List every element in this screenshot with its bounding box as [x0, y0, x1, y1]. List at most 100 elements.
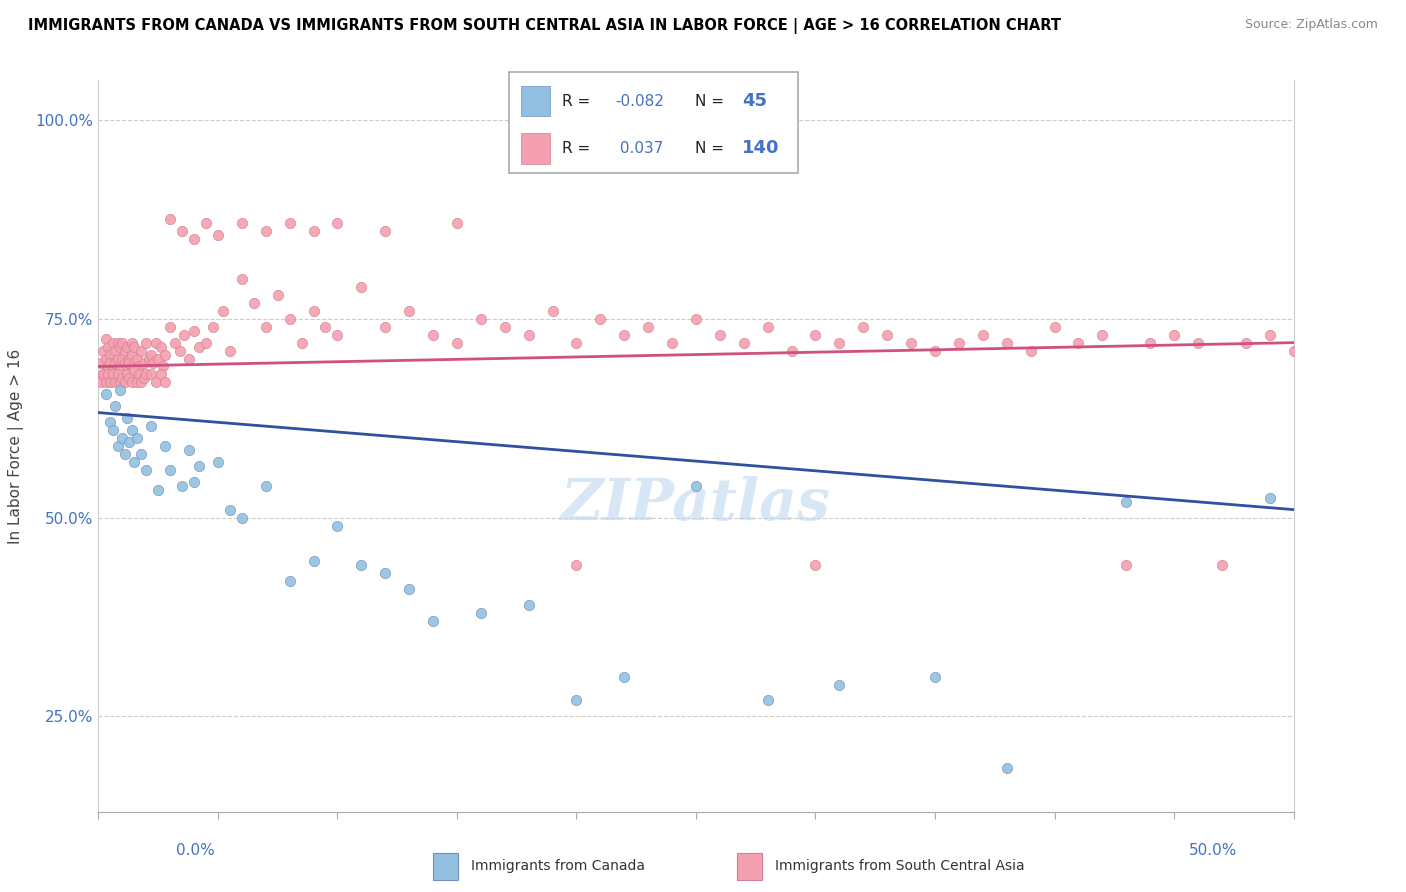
Point [159, 319, 181, 334]
Point [98, 355, 122, 369]
Point [179, 442, 201, 457]
Text: IMMIGRANTS FROM CANADA VS IMMIGRANTS FROM SOUTH CENTRAL ASIA IN LABOR FORCE | AG: IMMIGRANTS FROM CANADA VS IMMIGRANTS FRO… [28, 18, 1062, 34]
FancyBboxPatch shape [520, 86, 550, 117]
Point [267, 288, 290, 302]
Point [124, 355, 146, 369]
FancyBboxPatch shape [737, 853, 762, 880]
Point [948, 335, 970, 350]
Point [114, 447, 136, 461]
Point [115, 340, 138, 354]
Point [107, 351, 129, 366]
Point [254, 479, 277, 493]
Point [139, 368, 162, 382]
Text: -0.082: -0.082 [616, 94, 664, 109]
Point [121, 335, 143, 350]
Point [446, 216, 468, 230]
Point [124, 455, 146, 469]
Point [231, 272, 253, 286]
Point [135, 335, 157, 350]
Text: R =: R = [562, 94, 591, 109]
Point [91, 343, 114, 358]
Point [104, 343, 127, 358]
Point [231, 510, 253, 524]
Point [125, 351, 148, 366]
Point [517, 327, 540, 342]
Point [108, 376, 131, 390]
Point [145, 335, 167, 350]
Point [163, 335, 186, 350]
Point [91, 368, 114, 382]
Point [398, 303, 420, 318]
Point [195, 216, 218, 230]
Text: ZIPatlas: ZIPatlas [561, 476, 831, 533]
Point [125, 376, 148, 390]
Point [101, 423, 124, 437]
Point [131, 376, 153, 390]
Point [446, 335, 468, 350]
Point [350, 280, 373, 294]
Point [756, 693, 779, 707]
Point [94, 376, 117, 390]
Point [155, 348, 177, 362]
Point [98, 415, 122, 429]
Point [159, 463, 181, 477]
Point [135, 463, 157, 477]
Point [494, 319, 516, 334]
Point [94, 332, 117, 346]
Point [422, 327, 444, 342]
Point [101, 363, 124, 377]
Point [138, 351, 160, 366]
Point [852, 319, 875, 334]
Point [350, 558, 373, 573]
Point [1163, 327, 1185, 342]
Point [124, 340, 146, 354]
Point [541, 303, 564, 318]
Point [145, 376, 167, 390]
Point [1115, 494, 1137, 508]
Point [1091, 327, 1114, 342]
Point [187, 458, 209, 473]
Point [291, 335, 314, 350]
Point [118, 351, 141, 366]
Point [828, 677, 851, 691]
Point [97, 368, 120, 382]
Point [1258, 491, 1281, 505]
Point [202, 319, 225, 334]
Text: 50.0%: 50.0% [1189, 843, 1237, 858]
Point [374, 566, 396, 581]
Point [1282, 343, 1305, 358]
Point [172, 479, 194, 493]
Point [128, 368, 150, 382]
Point [108, 359, 131, 374]
Point [131, 447, 153, 461]
FancyBboxPatch shape [509, 72, 799, 173]
Point [94, 351, 117, 366]
Point [111, 335, 134, 350]
Point [900, 335, 922, 350]
Point [924, 669, 946, 683]
Point [326, 518, 349, 533]
Point [132, 355, 155, 369]
Text: 140: 140 [742, 139, 780, 157]
Text: Immigrants from Canada: Immigrants from Canada [471, 859, 645, 873]
Point [565, 693, 588, 707]
Point [828, 335, 851, 350]
Point [637, 319, 659, 334]
Text: 0.0%: 0.0% [176, 843, 215, 858]
Point [111, 351, 134, 366]
Point [804, 558, 827, 573]
Point [173, 327, 195, 342]
Point [104, 355, 127, 369]
Point [98, 376, 122, 390]
Point [139, 348, 162, 362]
Point [148, 351, 170, 366]
Point [804, 327, 827, 342]
Point [756, 319, 779, 334]
Text: N =: N = [695, 94, 724, 109]
Text: Immigrants from South Central Asia: Immigrants from South Central Asia [775, 859, 1025, 873]
Point [121, 348, 143, 362]
Point [1187, 335, 1209, 350]
Point [709, 327, 731, 342]
Point [91, 368, 114, 382]
Point [114, 343, 136, 358]
